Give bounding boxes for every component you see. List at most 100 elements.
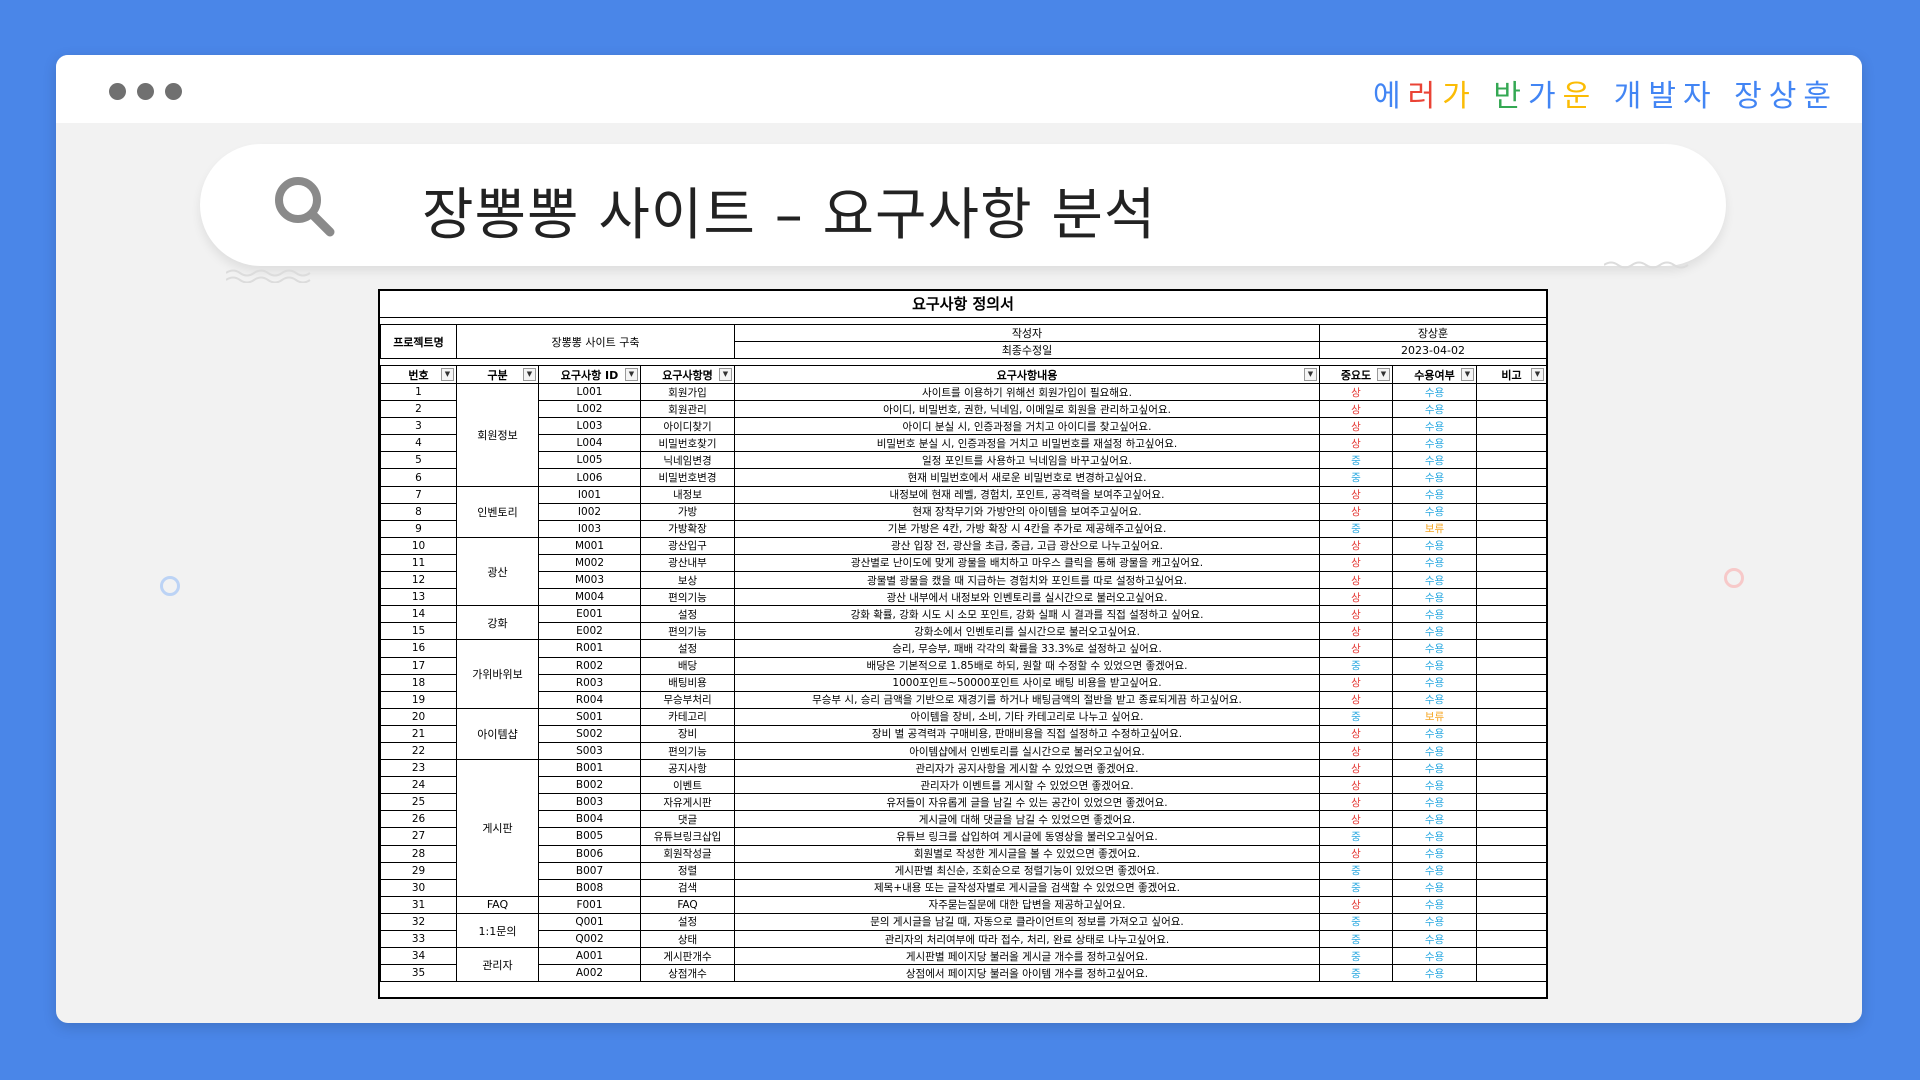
requirement-id: R001 xyxy=(538,639,641,658)
importance-value: 상 xyxy=(1319,486,1393,504)
requirement-content: 광산별로 난이도에 맞게 광물을 배치하고 마우스 클릭을 통해 광물을 캐고싶… xyxy=(734,554,1320,573)
row-number: 10 xyxy=(380,537,457,555)
importance-value: 상 xyxy=(1319,742,1393,761)
importance-value: 중 xyxy=(1319,964,1393,983)
acceptance-value: 수용 xyxy=(1392,964,1477,983)
table-row: 12 M003 보상 광물별 광물을 캤을 때 지급하는 경험치와 포인트를 따로 설… xyxy=(380,571,1547,590)
search-bar[interactable]: 장뽕뽕 사이트 – 요구사항 분석 xyxy=(200,144,1726,266)
acceptance-value: 수용 xyxy=(1392,759,1477,778)
brand-letter: 반 xyxy=(1493,79,1527,114)
note-cell xyxy=(1476,400,1547,419)
table-row: 4 L004 비밀번호찾기 비밀번호 분실 시, 인증과정을 거치고 비밀번호를 재설… xyxy=(380,434,1547,453)
note-cell xyxy=(1476,947,1547,966)
table-row: 19 R004 무승부처리 무승부 시, 승리 금액을 기반으로 재경기를 하거나 배… xyxy=(380,691,1547,709)
acceptance-value: 수용 xyxy=(1392,639,1477,658)
note-cell xyxy=(1476,964,1547,983)
requirement-name: 장비 xyxy=(640,725,735,743)
requirement-content: 아이디, 비밀번호, 권한, 닉네임, 이메일로 회원을 관리하고싶어요. xyxy=(734,400,1320,419)
sheet-title: 요구사항 정의서 xyxy=(380,291,1546,318)
acceptance-value: 수용 xyxy=(1392,879,1477,897)
note-cell xyxy=(1476,605,1547,624)
importance-value: 중 xyxy=(1319,708,1393,726)
requirement-name: 비밀번호변경 xyxy=(640,468,735,487)
window-dot-icon[interactable] xyxy=(165,83,182,100)
acceptance-value: 수용 xyxy=(1392,588,1477,607)
dropdown-icon[interactable]: ▼ xyxy=(523,368,536,381)
requirement-content: 배당은 기본적으로 1.85배로 하되, 원할 때 수정할 수 있었으면 좋겠어… xyxy=(734,657,1320,675)
requirement-id: B008 xyxy=(538,879,641,897)
requirement-content: 내정보에 현재 레벨, 경험치, 포인트, 공격력을 보여주고싶어요. xyxy=(734,486,1320,504)
requirement-name: 닉네임변경 xyxy=(640,451,735,470)
requirement-content: 일정 포인트를 사용하고 닉네임을 바꾸고싶어요. xyxy=(734,451,1320,470)
column-header-label: 구분 xyxy=(487,368,508,382)
dropdown-icon[interactable]: ▼ xyxy=(441,368,454,381)
table-row: 3 L003 아이디찾기 아이디 분실 시, 인증과정을 거치고 아이디를 찾고싶어요… xyxy=(380,417,1547,436)
note-cell xyxy=(1476,827,1547,846)
project-info-table: 프로젝트명 장뽕뽕 사이트 구축 작성자 장상훈 최종수정일 2023-04-0… xyxy=(380,324,1547,359)
requirement-content: 광물별 광물을 캤을 때 지급하는 경험치와 포인트를 따로 설정하고싶어요. xyxy=(734,571,1320,590)
dropdown-icon[interactable]: ▼ xyxy=(1461,368,1474,381)
column-header[interactable]: 수용여부 ▼ xyxy=(1392,365,1477,384)
column-header[interactable]: 번호 ▼ xyxy=(380,365,457,384)
requirement-content: 강화소에서 인벤토리를 실시간으로 불러오고싶어요. xyxy=(734,622,1320,641)
requirement-id: L006 xyxy=(538,468,641,487)
importance-value: 상 xyxy=(1319,793,1393,812)
window-dot-icon[interactable] xyxy=(137,83,154,100)
column-header[interactable]: 요구사항내용 ▼ xyxy=(734,365,1320,384)
requirement-content: 관리자가 공지사항을 게시할 수 있었으면 좋겠어요. xyxy=(734,759,1320,778)
note-cell xyxy=(1476,691,1547,709)
requirement-name: 배팅비용 xyxy=(640,674,735,692)
dropdown-icon[interactable]: ▼ xyxy=(719,368,732,381)
table-row: 16 가위바위보 R001 설정 승리, 무승부, 패배 각각의 확률을 33.3%로 … xyxy=(380,639,1547,709)
dropdown-icon[interactable]: ▼ xyxy=(1531,368,1544,381)
requirement-content: 현재 장착무기와 가방안의 아이템을 보여주고싶어요. xyxy=(734,503,1320,521)
row-number: 35 xyxy=(380,964,457,983)
requirement-name: 회원관리 xyxy=(640,400,735,419)
dropdown-icon[interactable]: ▼ xyxy=(1377,368,1390,381)
acceptance-value: 수용 xyxy=(1392,896,1477,914)
note-cell xyxy=(1476,503,1547,521)
requirements-sheet: 요구사항 정의서 프로젝트명 장뽕뽕 사이트 구축 작성자 장상훈 최종수정일 … xyxy=(378,289,1548,999)
note-cell xyxy=(1476,520,1547,538)
dropdown-icon[interactable]: ▼ xyxy=(1304,368,1317,381)
table-row: 7 인벤토리 I001 내정보 내정보에 현재 레벨, 경험치, 포인트, 공격력을 보… xyxy=(380,486,1547,538)
brand-letter xyxy=(1597,79,1612,114)
requirement-id: B007 xyxy=(538,862,641,880)
requirement-id: B001 xyxy=(538,759,641,778)
dropdown-icon[interactable]: ▼ xyxy=(625,368,638,381)
row-number: 6 xyxy=(380,468,457,487)
requirement-content: 자주묻는질문에 대한 답변을 제공하고싶어요. xyxy=(734,896,1320,914)
acceptance-value: 수용 xyxy=(1392,468,1477,487)
column-header[interactable]: 요구사항명 ▼ xyxy=(640,365,735,384)
column-header[interactable]: 중요도 ▼ xyxy=(1319,365,1393,384)
column-header[interactable]: 요구사항 ID ▼ xyxy=(538,365,641,384)
row-number: 25 xyxy=(380,793,457,812)
row-number: 18 xyxy=(380,674,457,692)
acceptance-value: 수용 xyxy=(1392,383,1477,402)
requirement-name: 설정 xyxy=(640,913,735,932)
acceptance-value: 수용 xyxy=(1392,776,1477,795)
acceptance-value: 수용 xyxy=(1392,451,1477,470)
row-number: 15 xyxy=(380,622,457,641)
column-header[interactable]: 비고 ▼ xyxy=(1476,365,1547,384)
acceptance-value: 수용 xyxy=(1392,554,1477,573)
importance-value: 중 xyxy=(1319,468,1393,487)
requirement-content: 유저들이 자유롭게 글을 남길 수 있는 공간이 있었으면 좋겠어요. xyxy=(734,793,1320,812)
table-row: 28 B006 회원작성글 회원별로 작성한 게시글을 볼 수 있었으면 좋겠어요. 상… xyxy=(380,845,1547,863)
row-number: 33 xyxy=(380,930,457,949)
importance-value: 중 xyxy=(1319,913,1393,932)
table-row: 20 아이템샵 S001 카테고리 아이템을 장비, 소비, 기타 카테고리로 나누고 … xyxy=(380,708,1547,761)
note-cell xyxy=(1476,571,1547,590)
row-number: 22 xyxy=(380,742,457,761)
column-header[interactable]: 구분 ▼ xyxy=(456,365,539,384)
requirement-id: R004 xyxy=(538,691,641,709)
requirement-id: R002 xyxy=(538,657,641,675)
table-row: 1 회원정보 L001 회원가입 사이트를 이용하기 위해선 회원가입이 필요해요. 상 수… xyxy=(380,383,1547,487)
table-row: 6 L006 비밀번호변경 현재 비밀번호에서 새로운 비밀번호로 변경하고싶어요. 중… xyxy=(380,468,1547,487)
requirement-name: 아이디찾기 xyxy=(640,417,735,436)
window-dot-icon[interactable] xyxy=(109,83,126,100)
requirement-content: 제목+내용 또는 글작성자별로 게시글을 검색할 수 있었으면 좋겠어요. xyxy=(734,879,1320,897)
column-header-label: 번호 xyxy=(408,368,429,382)
requirement-content: 관리자가 이벤트를 게시할 수 있었으면 좋겠어요. xyxy=(734,776,1320,795)
table-row: 17 R002 배당 배당은 기본적으로 1.85배로 하되, 원할 때 수정할 수 … xyxy=(380,657,1547,675)
